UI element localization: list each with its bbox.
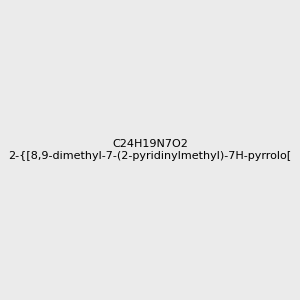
Text: C24H19N7O2
2-{[8,9-dimethyl-7-(2-pyridinylmethyl)-7H-pyrrolo[: C24H19N7O2 2-{[8,9-dimethyl-7-(2-pyridin… [8,139,292,161]
